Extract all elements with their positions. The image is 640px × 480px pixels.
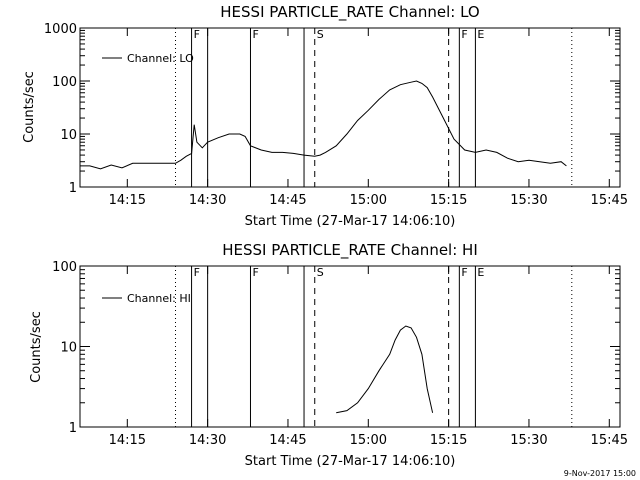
x-tick-label: 14:45 <box>269 433 306 448</box>
event-marker-label: F <box>194 28 200 41</box>
y-tick-label: 1 <box>69 421 77 436</box>
chart-title: HESSI PARTICLE_RATE Channel: HI <box>222 241 478 260</box>
event-marker-label: F <box>194 266 200 279</box>
y-tick-label: 1000 <box>44 22 77 37</box>
x-tick-label: 14:30 <box>189 193 226 208</box>
footer-timestamp: 9-Nov-2017 15:00 <box>564 469 636 478</box>
data-series <box>336 325 434 414</box>
y-axis-label: Counts/sec <box>29 311 44 383</box>
y-tick-label: 1 <box>69 181 77 196</box>
x-tick-label: 14:45 <box>269 193 306 208</box>
y-tick-label: 10 <box>60 128 77 143</box>
event-marker-label: S <box>317 28 324 41</box>
series-line <box>80 80 567 170</box>
event-marker-label: F <box>252 28 258 41</box>
x-axis-label: Start Time (27-Mar-17 14:06:10) <box>245 454 456 469</box>
event-marker-label: E <box>477 266 484 279</box>
x-tick-label: 14:15 <box>109 433 146 448</box>
x-tick-label: 15:45 <box>591 433 628 448</box>
y-tick-label: 100 <box>52 75 77 90</box>
event-marker-label: F <box>461 266 467 279</box>
x-tick-label: 15:00 <box>350 193 387 208</box>
x-tick-label: 15:30 <box>510 433 547 448</box>
event-marker-label: S <box>317 266 324 279</box>
plot-frame <box>79 265 621 428</box>
x-tick-label: 14:30 <box>189 433 226 448</box>
x-tick-label: 15:00 <box>350 433 387 448</box>
legend: Channel: HI <box>102 292 191 305</box>
x-tick-label: 15:45 <box>591 193 628 208</box>
x-tick-label: 15:30 <box>510 193 547 208</box>
x-tick-label: 14:15 <box>109 193 146 208</box>
event-marker-label: F <box>461 28 467 41</box>
plot-frame <box>79 27 621 188</box>
y-axis-label: Counts/sec <box>22 71 37 143</box>
x-tick-label: 15:15 <box>430 193 467 208</box>
legend: Channel: LO <box>102 52 194 65</box>
y-tick-label: 100 <box>52 260 77 275</box>
data-series <box>80 80 567 170</box>
chart-title: HESSI PARTICLE_RATE Channel: LO <box>220 3 479 22</box>
legend-label: Channel: LO <box>127 52 194 65</box>
x-tick-label: 15:15 <box>430 433 467 448</box>
legend-label: Channel: HI <box>127 292 191 305</box>
axis-ticks: 14:15 14:30 14:45 15:00 15:15 15:30 15:45 1 10 10… <box>44 22 628 208</box>
series-line <box>336 325 434 414</box>
event-marker-label: F <box>252 266 258 279</box>
axis-ticks: 14:15 14:30 14:45 15:00 15:15 15:30 15:45 1 10 10… <box>52 260 628 448</box>
x-axis-label: Start Time (27-Mar-17 14:06:10) <box>245 214 456 229</box>
y-tick-label: 10 <box>60 341 77 356</box>
event-marker-label: E <box>477 28 484 41</box>
